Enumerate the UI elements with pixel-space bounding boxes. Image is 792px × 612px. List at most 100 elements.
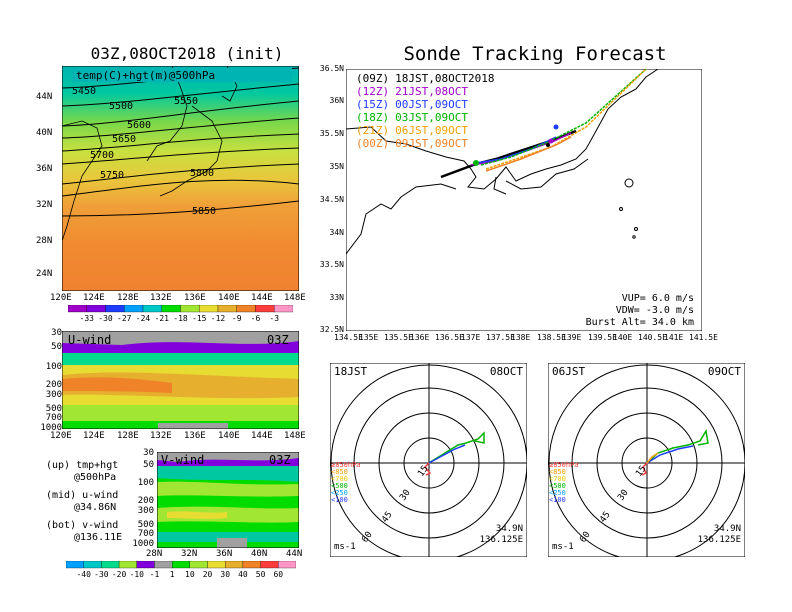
kii-coastline — [345, 183, 457, 255]
lat-label: 40N — [251, 549, 268, 559]
p-label: 500 — [45, 404, 62, 414]
map-lat-axis: 44N 40N 36N 32N 28N 24N — [36, 66, 60, 291]
param-vup: VUP= 6.0 m/s — [622, 293, 694, 304]
legend-note: (up) tmp+hgt @500hPa — [46, 460, 156, 484]
colorbar-swatch — [124, 304, 144, 313]
colorbar-label: 20 — [203, 570, 213, 579]
lon-label: 136E — [410, 333, 430, 342]
colorbar-label: -30 — [98, 314, 113, 323]
hodo-lat: 34.9N — [496, 524, 523, 534]
launch-entry: (18Z) 03JST,09OCT — [356, 111, 468, 124]
contour-label: 5850 — [192, 206, 216, 217]
launch-entry: (00Z) 09JST,09OCT — [356, 137, 468, 150]
colorbar-label: 1 — [170, 570, 175, 579]
uwind-p-axis: 30 50 100 200 300 500 700 1000 — [40, 328, 62, 433]
lat-label: 28N — [146, 549, 163, 559]
vwind-label: V-wind — [161, 453, 204, 467]
lon-label: 124E — [83, 293, 105, 303]
p-label: 200 — [45, 380, 62, 390]
colorbar-swatch — [83, 560, 102, 569]
track-15z — [475, 136, 557, 164]
colorbar-swatch — [65, 560, 84, 569]
lon-label: 132E — [150, 293, 172, 303]
colorbar-label: -20 — [112, 570, 127, 579]
legend-note-line: @136.11E — [74, 532, 123, 543]
lat-label: 34N — [329, 228, 344, 237]
param-vdw: VDW= -3.0 m/s — [616, 305, 694, 316]
legend-note-line: @34.86N — [74, 502, 117, 513]
colorbar-swatch — [136, 560, 155, 569]
colorbar-swatch — [189, 560, 208, 569]
colorbar-label: -9 — [232, 314, 242, 323]
temp-colorbar: -33 -30 -27 -24 -21 -18 -15 -12 -9 -6 -3 — [67, 304, 294, 325]
lon-label: 140E — [218, 293, 240, 303]
colorbar-swatch — [217, 304, 237, 313]
colorbar-swatch — [180, 304, 200, 313]
contour-5700 — [61, 147, 300, 165]
colorbar-label: -27 — [117, 314, 132, 323]
track-map: (09Z) 18JST,08OCT2018 (12Z) 21JST,08OCT (1… — [345, 68, 703, 332]
pressure-legend-item: <700 — [331, 475, 348, 483]
coastline-korea-russia — [146, 65, 188, 162]
contour-label: 5550 — [174, 96, 198, 107]
lat-label: 44N — [36, 92, 53, 102]
colorbar-swatch — [118, 560, 137, 569]
pressure-legend-item: <850 — [549, 468, 566, 476]
temp-colorbar-svg: -33 -30 -27 -24 -21 -18 -15 -12 -9 -6 -3 — [67, 304, 294, 323]
legend-note-line: (bot) v-wind — [46, 520, 119, 531]
colorbar-label: -33 — [80, 314, 95, 323]
colorbar-swatch — [199, 304, 219, 313]
contour-label: 5450 — [72, 86, 96, 97]
p-label: 50 — [51, 342, 62, 352]
wind-colorbar-svg: -40 -30 -20 -10 -1 1 10 20 30 40 50 60 — [65, 560, 297, 579]
lat-label: 40N — [36, 128, 53, 138]
coastline-china — [61, 120, 103, 242]
map-500hpa-label: temp(C)+hgt(m)@500hPa — [76, 69, 215, 82]
contour-5750 — [61, 163, 300, 185]
colorbar-label: 10 — [185, 570, 195, 579]
launch-entry: (09Z) 18JST,08OCT2018 — [356, 72, 494, 85]
contour-5850 — [61, 200, 300, 217]
tokai-coastline — [505, 158, 589, 190]
lon-label: 141.5E — [689, 333, 718, 342]
flight-params: VUP= 6.0 m/s VDW= -3.0 m/s Burst Alt= 34… — [586, 293, 694, 328]
contour-5500 — [61, 83, 300, 107]
map-500hpa: temp(C)+hgt(m)@500hPa 5450 5500 5550 560… — [61, 65, 300, 292]
lon-label: 139.5E — [588, 333, 617, 342]
launch-entry: (12Z) 21JST,08OCT — [356, 85, 468, 98]
lat-label: 32N — [36, 200, 53, 210]
contour-label: 5500 — [109, 101, 133, 112]
track-00z — [485, 136, 572, 172]
colorbar-swatch — [242, 560, 261, 569]
hodo-lat: 34.9N — [714, 524, 741, 534]
colorbar-label: -18 — [173, 314, 188, 323]
p-label: 700 — [45, 413, 62, 423]
legend-note-line: (mid) u-wind — [46, 490, 119, 501]
track-map-panel: (09Z) 18JST,08OCT2018 (12Z) 21JST,08OCT (1… — [345, 68, 703, 332]
lat-label: 33.5N — [319, 260, 344, 269]
lat-label: 36N — [36, 164, 53, 174]
uwind-panel: U-wind 03Z — [61, 330, 300, 430]
p-label: 30 — [143, 448, 154, 458]
pressure-legend-item: <850 — [331, 468, 348, 476]
contour-label: 5600 — [127, 120, 151, 131]
hodo-time: 18JST — [334, 365, 367, 378]
colorbar-swatch — [260, 560, 279, 569]
lat-label: 44N — [286, 549, 303, 559]
vwind-p-axis: 30 50 100 200 300 500 700 1000 — [130, 448, 154, 552]
lat-label: 35N — [329, 162, 344, 171]
p-label: 500 — [137, 520, 154, 530]
p-label: 50 — [143, 460, 154, 470]
launch-entry: (15Z) 00JST,09OCT — [356, 98, 468, 111]
hodograph-trace — [646, 428, 709, 464]
lon-label: 135.5E — [384, 333, 413, 342]
lon-label: 135E — [359, 333, 379, 342]
colorbar-swatch — [101, 560, 120, 569]
lat-label: 33N — [329, 293, 344, 302]
track-18z — [480, 68, 647, 166]
lon-label: 144E — [251, 431, 273, 441]
lon-label: 128E — [117, 293, 139, 303]
wind-colorbar: -40 -30 -20 -10 -1 1 10 20 30 40 50 60 — [65, 560, 297, 581]
launch-entry: (21Z) 06JST,09OCT — [356, 124, 468, 137]
uwind-lon-axis: 120E 124E 128E 132E 136E 140E 144E 148E — [50, 431, 310, 442]
